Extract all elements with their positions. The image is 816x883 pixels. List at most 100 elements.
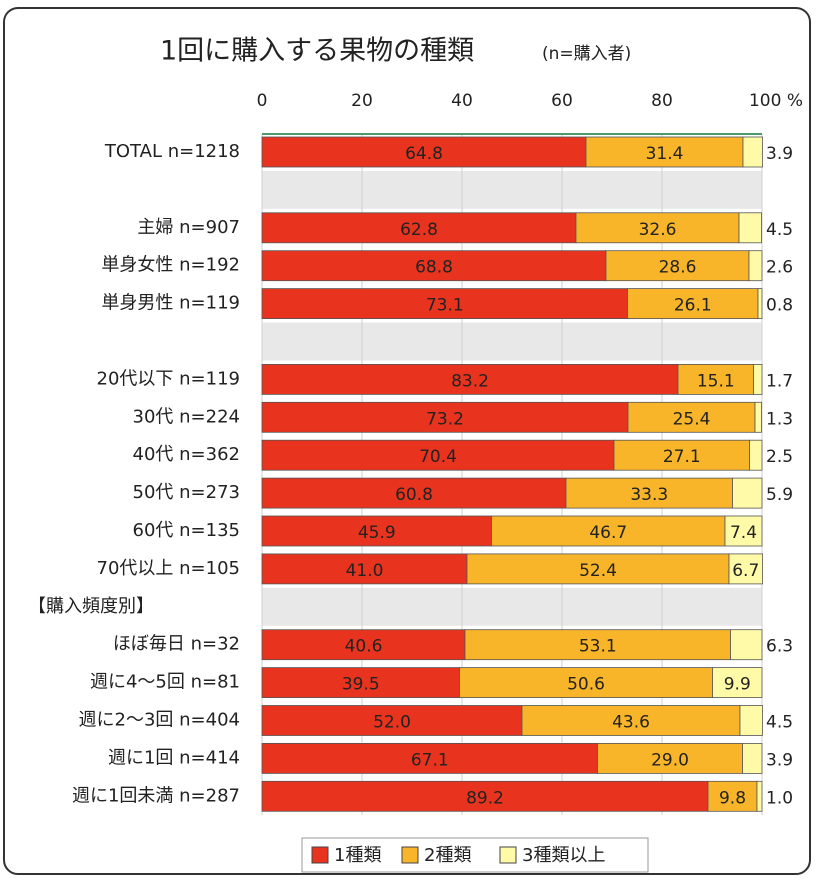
x-tick-label: 60: [551, 91, 573, 111]
value-label: 46.7: [589, 523, 627, 543]
bar-segment: [466, 553, 730, 585]
value-label: 4.5: [766, 713, 793, 733]
bar-segment: [756, 780, 763, 812]
bar-segment: [605, 250, 750, 282]
value-label: 2.6: [766, 258, 793, 278]
value-label: 73.1: [426, 296, 464, 316]
bar-segment: [585, 136, 744, 168]
category-label: 70代以上 n=105: [97, 558, 240, 579]
category-label: 40代 n=362: [133, 444, 240, 465]
bar-segment: [627, 401, 756, 433]
bar-segment: [677, 363, 754, 395]
category-label: 週に1回未満 n=287: [72, 785, 240, 806]
bar-segment: [261, 667, 460, 698]
value-label: 53.1: [579, 637, 617, 657]
bar-segment: [261, 288, 628, 320]
value-label: 50.6: [567, 675, 605, 695]
value-label: 6.7: [732, 561, 759, 581]
value-label: 32.6: [639, 220, 677, 240]
bar-segment: [261, 212, 577, 244]
bar-segment: [749, 439, 763, 471]
value-label: 1.7: [766, 371, 793, 391]
bar-segment: [732, 477, 763, 509]
category-label: TOTAL n=1218: [104, 141, 240, 162]
category-label: 週に1回 n=414: [108, 747, 240, 768]
bar-segment: [575, 212, 740, 244]
bar-segment: [261, 477, 567, 509]
value-label: 2.5: [766, 447, 793, 467]
value-label: 52.4: [579, 561, 617, 581]
value-label: 1.0: [766, 788, 793, 808]
bar-segment: [728, 553, 763, 585]
value-label: 60.8: [395, 485, 433, 505]
legend-label: 2種類: [424, 845, 471, 866]
legend-swatch: [311, 846, 329, 864]
legend-label: 3種類以上: [522, 845, 605, 866]
category-label: 単身女性 n=192: [101, 255, 240, 276]
value-label: 29.0: [651, 750, 689, 770]
empty-row-band: [262, 587, 762, 626]
value-label: 27.1: [663, 447, 701, 467]
chart-title: 1回に購入する果物の種類: [160, 36, 474, 67]
value-label: 25.4: [673, 409, 711, 429]
bar-segment: [261, 629, 466, 661]
bar-segment: [261, 705, 523, 736]
bar-segment: [712, 667, 763, 698]
legend-swatch: [401, 846, 419, 864]
value-label: 4.5: [766, 220, 793, 240]
empty-row-band: [262, 170, 762, 209]
bar-segment: [261, 250, 607, 282]
value-label: 89.2: [466, 788, 504, 808]
bar-segment: [738, 212, 762, 244]
bar-segment: [261, 401, 629, 433]
x-tick-label: 80: [651, 91, 673, 111]
value-label: 40.6: [345, 637, 383, 657]
value-label: 3.9: [766, 144, 793, 164]
category-label: 30代 n=224: [133, 406, 240, 427]
legend-swatch: [499, 846, 517, 864]
value-label: 15.1: [697, 371, 735, 391]
value-label: 9.8: [719, 788, 746, 808]
category-label: ほぼ毎日 n=32: [113, 634, 240, 655]
empty-row-band: [262, 322, 762, 361]
value-label: 43.6: [612, 713, 650, 733]
bar-segment: [521, 705, 741, 736]
bar-segment: [742, 136, 763, 168]
legend-box: [301, 837, 649, 873]
value-label: 5.9: [766, 485, 793, 505]
bar-segment: [739, 705, 763, 736]
bar-segment: [753, 363, 763, 395]
value-label: 67.1: [411, 750, 449, 770]
bar-segment: [261, 515, 492, 547]
value-label: 83.2: [451, 371, 489, 391]
value-label: 73.2: [426, 409, 464, 429]
value-label: 39.5: [342, 675, 380, 695]
value-label: 0.8: [766, 296, 793, 316]
bar-segment: [742, 743, 763, 774]
category-label: 主婦 n=907: [137, 217, 240, 238]
bar-segment: [261, 439, 615, 471]
x-tick-label: 40: [451, 91, 473, 111]
category-label: 20代以下 n=119: [97, 368, 240, 389]
value-label: 62.8: [400, 220, 438, 240]
bar-segment: [730, 629, 763, 661]
x-tick-label: 20: [351, 91, 373, 111]
value-label: 7.4: [730, 523, 757, 543]
bar-segment: [707, 780, 758, 812]
bar-segment: [261, 553, 468, 585]
value-label: 9.9: [724, 675, 751, 695]
value-label: 41.0: [346, 561, 384, 581]
bar-segment: [565, 477, 733, 509]
value-label: 26.1: [674, 296, 712, 316]
bar-segment: [757, 288, 763, 320]
category-label: 週に4～5回 n=81: [90, 672, 240, 693]
value-label: 64.8: [405, 144, 443, 164]
category-label: 60代 n=135: [133, 520, 240, 541]
bar-segment: [627, 288, 759, 320]
category-label: 週に2～3回 n=404: [79, 710, 240, 731]
value-label: 28.6: [659, 258, 697, 278]
bar-segment: [748, 250, 763, 282]
bar-segment: [754, 401, 762, 433]
bar-segment: [724, 515, 763, 547]
